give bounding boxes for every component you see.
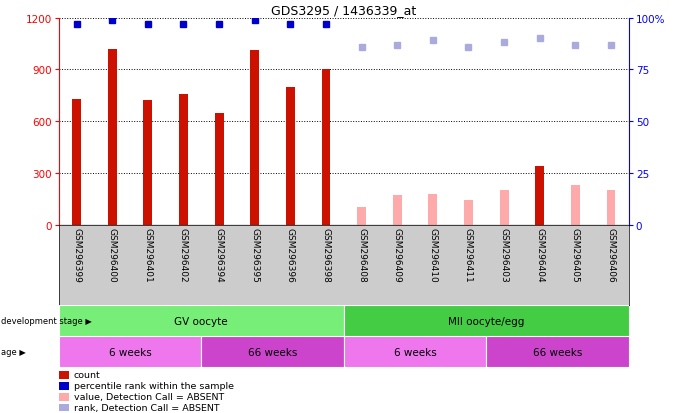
Text: MII oocyte/egg: MII oocyte/egg [448,316,524,326]
Text: development stage ▶: development stage ▶ [1,317,93,325]
Bar [357,208,366,225]
Bar [72,100,81,225]
Text: 6 weeks: 6 weeks [108,347,151,357]
Text: GV oocyte: GV oocyte [174,316,228,326]
Bar [108,50,117,225]
Text: GSM296405: GSM296405 [571,228,580,282]
Text: GSM296401: GSM296401 [143,228,152,282]
Bar [486,337,629,368]
Text: rank, Detection Call = ABSENT: rank, Detection Call = ABSENT [73,403,219,412]
Text: age ▶: age ▶ [1,348,26,356]
Bar [321,70,330,225]
Text: percentile rank within the sample: percentile rank within the sample [73,382,234,390]
Bar [607,191,616,225]
Bar [428,194,437,225]
Bar [571,185,580,225]
Bar [343,337,486,368]
Bar [59,393,69,401]
Text: GSM296410: GSM296410 [428,228,437,282]
Text: value, Detection Call = ABSENT: value, Detection Call = ABSENT [73,392,224,401]
Text: GSM296396: GSM296396 [286,228,295,282]
Bar [215,113,223,225]
Bar [59,306,343,337]
Text: GSM296404: GSM296404 [536,228,545,282]
Text: 66 weeks: 66 weeks [533,347,583,357]
Bar [201,337,343,368]
Bar [179,94,188,225]
Bar [392,196,401,225]
Text: GSM296402: GSM296402 [179,228,188,282]
Bar [464,201,473,225]
Text: 66 weeks: 66 weeks [248,347,297,357]
Bar [536,166,545,225]
Text: GSM296403: GSM296403 [500,228,509,282]
Bar [59,404,69,411]
Text: GSM296395: GSM296395 [250,228,259,282]
Text: GSM296399: GSM296399 [72,228,81,282]
Title: GDS3295 / 1436339_at: GDS3295 / 1436339_at [271,5,417,17]
Bar [250,51,259,225]
Bar [500,191,509,225]
Bar [59,337,201,368]
Text: GSM296400: GSM296400 [108,228,117,282]
Text: 6 weeks: 6 weeks [394,347,437,357]
Text: GSM296398: GSM296398 [321,228,330,282]
Bar [143,101,152,225]
Bar [343,306,629,337]
Text: count: count [73,370,100,380]
Bar [59,371,69,379]
Bar [59,382,69,390]
Bar [286,88,295,225]
Text: GSM296408: GSM296408 [357,228,366,282]
Text: GSM296411: GSM296411 [464,228,473,282]
Text: GSM296409: GSM296409 [392,228,401,282]
Text: GSM296406: GSM296406 [607,228,616,282]
Text: GSM296394: GSM296394 [215,228,224,282]
